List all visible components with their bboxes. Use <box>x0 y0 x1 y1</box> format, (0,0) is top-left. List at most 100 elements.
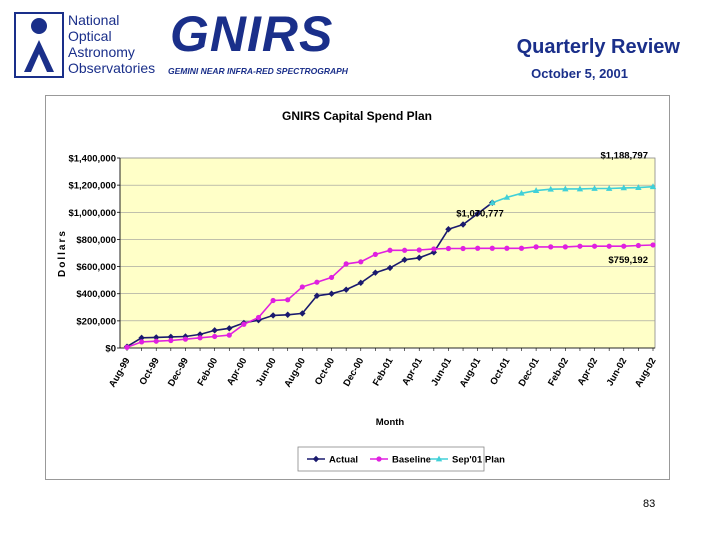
data-point-baseline <box>431 246 437 252</box>
data-point-actual <box>372 269 379 276</box>
data-point-baseline <box>182 336 189 342</box>
plot-area <box>119 157 656 349</box>
data-point-actual <box>313 292 321 299</box>
data-point-baseline <box>212 333 218 340</box>
data-point-baseline <box>591 243 598 249</box>
data-point-baseline <box>577 243 583 249</box>
data-point-baseline <box>533 244 539 250</box>
data-point-sep-01-plan <box>591 185 598 191</box>
data-point-baseline <box>518 245 525 251</box>
legend-label: Baseline <box>392 455 431 466</box>
y-tick-label: $200,000 <box>76 316 116 327</box>
data-point-baseline <box>372 251 378 257</box>
data-point-sep-01-plan <box>532 187 540 193</box>
y-tick-label: $1,000,000 <box>68 208 116 219</box>
slide-header: National Optical Astronomy Observatories… <box>0 0 720 90</box>
data-point-baseline <box>387 247 393 253</box>
data-point-sep-01-plan <box>518 189 525 196</box>
chart-legend: Actual Baseline Sep'01 Plan <box>297 446 505 472</box>
data-point-sep-01-plan <box>503 193 511 200</box>
data-point-sep-01-plan <box>635 184 642 190</box>
data-point-baseline <box>124 344 130 350</box>
y-tick-label: $1,200,000 <box>68 181 116 192</box>
data-point-baseline <box>504 245 510 251</box>
data-point-sep-01-plan <box>489 199 496 206</box>
spend-plan-chart: GNIRS Capital Spend Plan $0 $200,000 $400,… <box>45 95 670 480</box>
org-line: Optical <box>68 28 112 44</box>
data-point-baseline <box>168 337 174 344</box>
data-label: $1,070,777 <box>456 209 504 220</box>
gnirs-subtitle: GEMINI NEAR INFRA-RED SPECTROGRAPH <box>168 66 348 76</box>
data-label: $759,192 <box>608 255 648 266</box>
data-point-baseline <box>270 297 276 304</box>
data-point-baseline <box>139 339 145 345</box>
data-point-baseline <box>621 243 627 249</box>
data-point-baseline <box>475 245 481 251</box>
data-point-baseline <box>285 297 291 303</box>
legend-marker <box>376 456 382 462</box>
data-point-baseline <box>343 261 349 267</box>
org-line: National <box>68 12 120 28</box>
series-sep-01-plan <box>489 183 657 206</box>
data-point-baseline <box>226 332 232 338</box>
data-point-sep-01-plan <box>605 185 613 191</box>
noao-logo-icon <box>14 12 64 78</box>
data-point-actual <box>474 210 481 217</box>
org-line: Astronomy <box>68 44 135 60</box>
data-point-baseline <box>358 259 364 265</box>
data-point-baseline <box>255 314 262 321</box>
data-point-baseline <box>606 243 612 249</box>
y-tick-label: $400,000 <box>76 289 116 300</box>
data-point-baseline <box>460 245 466 252</box>
data-point-baseline <box>402 247 408 253</box>
legend-marker <box>312 455 320 463</box>
data-point-sep-01-plan <box>649 183 657 190</box>
data-point-baseline <box>299 284 305 290</box>
chart-title: GNIRS Capital Spend Plan <box>282 109 432 123</box>
slide-title: Quarterly Review <box>516 36 680 58</box>
data-point-actual <box>386 264 394 272</box>
chart-container: GNIRS Capital Spend Plan $0 $200,000 $400,… <box>45 95 670 480</box>
data-point-sep-01-plan <box>576 185 584 192</box>
data-point-baseline <box>650 242 656 248</box>
data-point-baseline <box>635 242 641 249</box>
data-point-sep-01-plan <box>620 184 627 191</box>
y-tick-label: $1,400,000 <box>68 154 116 165</box>
data-point-actual <box>153 334 160 341</box>
y-tick-label: $600,000 <box>76 262 116 273</box>
data-point-baseline <box>416 247 422 253</box>
data-point-actual <box>445 226 452 233</box>
x-axis-label: Month <box>376 417 405 428</box>
data-point-baseline <box>153 338 159 344</box>
data-point-baseline <box>548 244 554 250</box>
data-point-sep-01-plan <box>547 185 554 192</box>
series-line-sep-01-plan <box>492 185 654 204</box>
data-point-baseline <box>445 245 452 252</box>
data-point-baseline <box>197 335 203 341</box>
legend-label: Actual <box>329 455 358 466</box>
y-axis-label: Dollars <box>57 229 68 277</box>
data-point-actual <box>401 256 408 263</box>
data-label: $1,188,797 <box>600 151 648 162</box>
data-point-baseline <box>562 244 568 250</box>
legend-marker <box>435 455 443 462</box>
data-point-baseline <box>241 321 247 327</box>
data-point-baseline <box>314 279 320 285</box>
data-point-baseline <box>489 245 495 251</box>
noao-wordmark: National Optical Astronomy Observatories <box>68 12 155 76</box>
data-point-actual <box>138 334 145 342</box>
slide-date: October 5, 2001 <box>531 66 628 81</box>
gnirs-logo: GNIRS <box>170 6 334 62</box>
data-point-actual <box>284 311 291 318</box>
data-point-baseline <box>328 274 335 281</box>
page-number: 83 <box>643 498 656 510</box>
legend-label: Sep'01 Plan <box>452 455 505 466</box>
org-line: Observatories <box>68 60 156 76</box>
data-point-actual <box>182 333 189 340</box>
data-point-sep-01-plan <box>562 185 569 192</box>
y-tick-label: $800,000 <box>76 235 116 246</box>
data-point-actual <box>328 290 335 297</box>
y-tick-label: $0 <box>105 344 116 355</box>
data-point-actual <box>226 325 233 332</box>
data-point-actual <box>269 312 277 319</box>
